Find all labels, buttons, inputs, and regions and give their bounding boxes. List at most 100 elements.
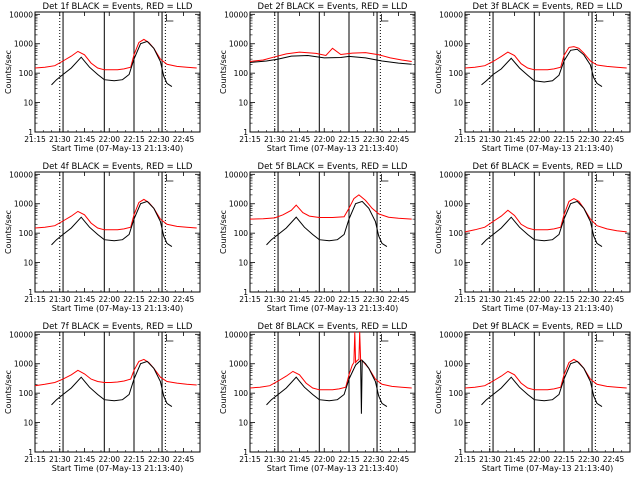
x-axis-label: Start Time (07-May-13 21:13:40)	[267, 464, 398, 473]
lld-series-line	[34, 358, 197, 387]
corner-bracket-mark	[165, 334, 174, 342]
y-tick-label: 10	[238, 419, 248, 428]
y-tick-label: 100	[234, 69, 249, 78]
x-tick-label: 22:30	[363, 295, 385, 304]
x-tick-label: 21:45	[504, 135, 526, 144]
x-tick-label: 22:30	[578, 135, 600, 144]
x-tick-label: 22:00	[98, 135, 120, 144]
x-tick-label: 22:30	[148, 455, 170, 464]
x-axis-label: Start Time (07-May-13 21:13:40)	[52, 144, 183, 153]
x-tick-label: 22:30	[363, 135, 385, 144]
panel-title: Det 4f BLACK = Events, RED = LLD	[43, 162, 193, 172]
y-tick-label: 100	[19, 389, 34, 398]
detector-panel-8: Det 8f BLACK = Events, RED = LLD 1 10 100 10…	[219, 322, 416, 473]
y-tick-label: 1000	[229, 360, 248, 369]
y-tick-label: 10000	[9, 10, 33, 19]
y-tick-label: 10	[238, 259, 248, 268]
x-tick-label: 21:15	[24, 455, 46, 464]
corner-bracket-mark	[595, 334, 604, 342]
events-series-line	[51, 200, 173, 248]
x-tick-label: 22:15	[553, 135, 575, 144]
y-tick-label: 100	[449, 69, 464, 78]
x-tick-label: 21:15	[24, 135, 46, 144]
x-tick-label: 21:30	[49, 295, 71, 304]
x-tick-label: 21:30	[264, 135, 286, 144]
y-tick-label: 100	[234, 229, 249, 238]
x-tick-label: 22:45	[603, 135, 625, 144]
x-tick-label: 22:45	[173, 455, 195, 464]
events-series-line	[481, 200, 603, 248]
detector-panel-9: Det 9f BLACK = Events, RED = LLD 1 10 100 10…	[434, 322, 631, 473]
x-tick-label: 21:30	[479, 135, 501, 144]
y-tick-label: 10	[453, 99, 463, 108]
x-tick-label: 22:45	[388, 455, 410, 464]
y-axis-label: Counts/sec	[4, 370, 13, 414]
x-tick-label: 22:00	[528, 295, 550, 304]
x-tick-label: 22:45	[603, 455, 625, 464]
corner-bracket-mark	[380, 14, 389, 22]
y-tick-label: 1000	[14, 40, 33, 49]
x-tick-label: 22:00	[528, 455, 550, 464]
x-tick-label: 22:45	[388, 295, 410, 304]
lld-series-line	[249, 47, 412, 62]
y-tick-label: 10000	[9, 170, 33, 179]
y-tick-label: 1	[243, 288, 248, 297]
y-tick-label: 10000	[9, 330, 33, 339]
x-tick-label: 22:30	[578, 455, 600, 464]
detector-panel-2: Det 2f BLACK = Events, RED = LLD 1 10 100 10…	[219, 2, 416, 153]
corner-bracket-mark	[595, 14, 604, 22]
panel-title: Det 5f BLACK = Events, RED = LLD	[258, 162, 408, 172]
y-tick-label: 10000	[439, 10, 463, 19]
lld-series-line	[34, 38, 197, 71]
lld-series-line	[464, 46, 627, 71]
x-tick-label: 21:15	[454, 135, 476, 144]
y-tick-label: 10000	[224, 330, 248, 339]
y-tick-label: 10000	[439, 170, 463, 179]
x-tick-label: 22:30	[148, 135, 170, 144]
y-tick-label: 100	[234, 389, 249, 398]
y-tick-label: 1	[458, 288, 463, 297]
events-series-line	[481, 360, 603, 408]
x-tick-label: 22:45	[173, 295, 195, 304]
lld-series-line	[34, 198, 197, 231]
y-tick-label: 1000	[444, 40, 463, 49]
panel-title: Det 3f BLACK = Events, RED = LLD	[473, 2, 623, 12]
detector-panel-7: Det 7f BLACK = Events, RED = LLD 1 10 100 10…	[4, 322, 201, 473]
x-tick-label: 22:00	[98, 295, 120, 304]
y-axis-label: Counts/sec	[219, 210, 228, 254]
y-tick-label: 100	[449, 229, 464, 238]
x-tick-label: 21:45	[289, 295, 311, 304]
y-tick-label: 1	[243, 448, 248, 457]
x-tick-label: 21:45	[74, 295, 96, 304]
y-tick-label: 10000	[439, 330, 463, 339]
x-tick-label: 21:15	[239, 135, 261, 144]
x-axis-label: Start Time (07-May-13 21:13:40)	[267, 304, 398, 313]
y-tick-label: 10	[23, 259, 33, 268]
events-series-line	[266, 200, 388, 248]
y-axis-label: Counts/sec	[4, 210, 13, 254]
x-axis-label: Start Time (07-May-13 21:13:40)	[482, 144, 613, 153]
x-tick-label: 22:15	[553, 455, 575, 464]
y-tick-label: 1000	[14, 360, 33, 369]
x-tick-label: 22:15	[338, 135, 360, 144]
x-tick-label: 22:15	[553, 295, 575, 304]
x-tick-label: 21:30	[49, 135, 71, 144]
x-tick-label: 21:15	[454, 295, 476, 304]
y-tick-label: 1000	[14, 200, 33, 209]
x-tick-label: 21:15	[239, 455, 261, 464]
x-tick-label: 22:00	[98, 455, 120, 464]
corner-bracket-mark	[165, 174, 174, 182]
x-tick-label: 22:15	[123, 455, 145, 464]
events-series-line	[51, 360, 173, 408]
x-tick-label: 22:00	[313, 295, 335, 304]
x-tick-label: 22:00	[313, 135, 335, 144]
y-tick-label: 10	[23, 419, 33, 428]
lld-series-line	[249, 194, 412, 220]
x-tick-label: 22:00	[313, 455, 335, 464]
y-tick-label: 1000	[229, 200, 248, 209]
events-series-line	[266, 359, 388, 414]
y-axis-label: Counts/sec	[4, 50, 13, 94]
y-axis-label: Counts/sec	[434, 210, 443, 254]
detector-panel-1: Det 1f BLACK = Events, RED = LLD 1 10 100 10…	[4, 2, 201, 153]
